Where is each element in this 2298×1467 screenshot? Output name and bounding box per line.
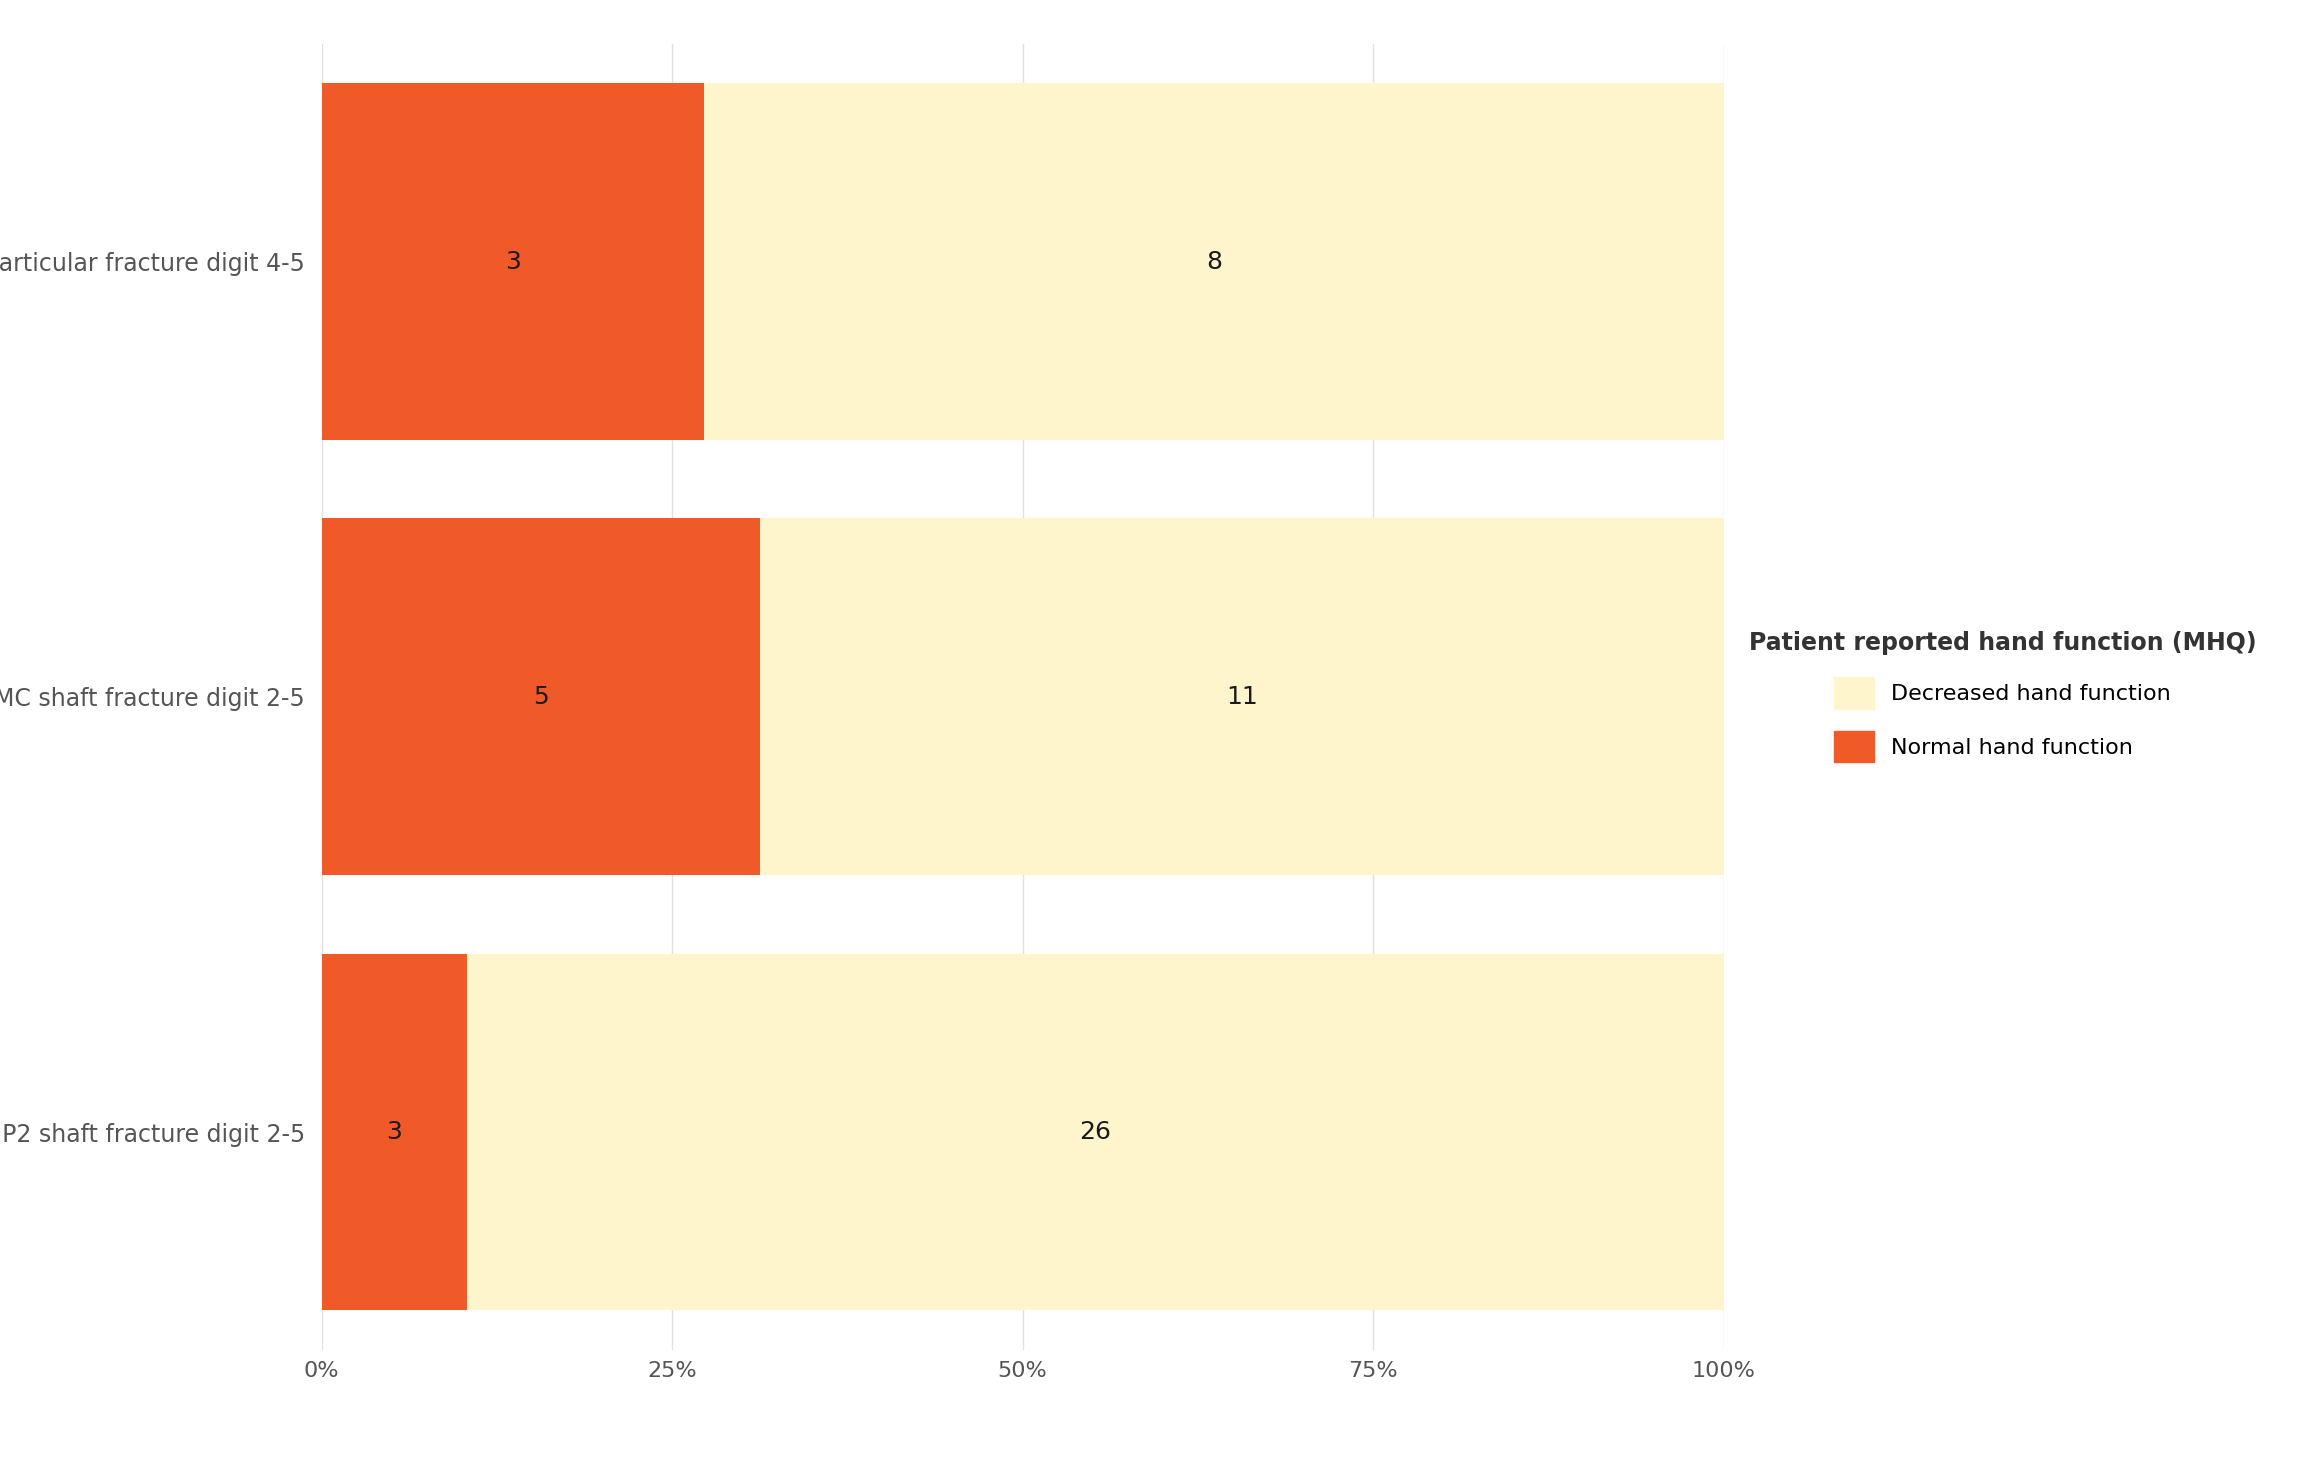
Bar [466,954,1724,1310]
Bar [703,84,1724,440]
Text: 8: 8 [1206,249,1223,274]
Text: 3: 3 [506,249,522,274]
Bar [322,84,703,440]
Text: 3: 3 [386,1119,402,1144]
Text: 11: 11 [1225,685,1257,709]
Text: 5: 5 [533,685,549,709]
Legend: Decreased hand function, Normal hand function: Decreased hand function, Normal hand fun… [1749,631,2257,763]
Bar [761,518,1724,876]
Text: 26: 26 [1080,1119,1112,1144]
Bar [322,518,761,876]
Bar [322,954,466,1310]
